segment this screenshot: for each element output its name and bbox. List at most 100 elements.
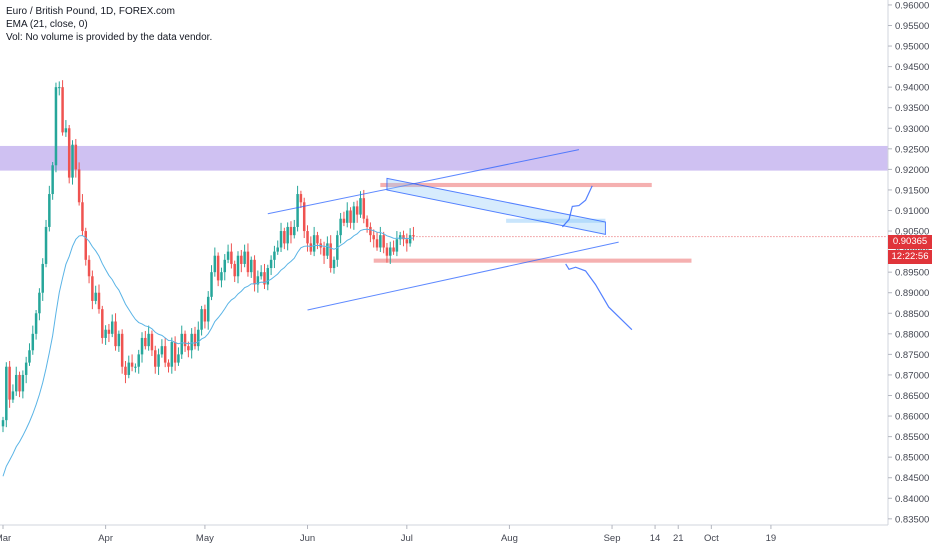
candle-body <box>11 391 15 400</box>
candle-body <box>329 243 332 269</box>
descending-channel-box <box>386 177 606 235</box>
candle-body <box>127 362 131 375</box>
candle-body <box>269 259 273 269</box>
supply-zone-purple <box>0 145 888 171</box>
candle-body <box>91 276 94 301</box>
candle-body <box>326 243 329 256</box>
symbol-title[interactable]: Euro / British Pound, 1D, FOREX.com <box>6 6 175 17</box>
time-tick-label: Oct <box>704 533 719 544</box>
candle-body <box>173 342 177 363</box>
candle-body <box>107 329 111 334</box>
price-tick-label: 0.88000 <box>895 329 929 340</box>
candle-body <box>365 218 369 227</box>
candle-body <box>81 202 84 232</box>
candle-body <box>332 259 336 269</box>
candle-body <box>359 198 362 215</box>
time-tick-label: Aug <box>501 533 518 544</box>
candle-body <box>213 255 217 273</box>
candle-body <box>5 366 8 421</box>
price-axis[interactable]: 0.96000 0.95500 0.95000 0.94500 0.94000 0.935… <box>888 0 929 525</box>
price-tick-label: 0.86500 <box>895 391 929 402</box>
price-tick-label: 0.89000 <box>895 288 929 299</box>
candle-body <box>276 247 279 252</box>
candle-body <box>67 128 71 178</box>
price-tick-label: 0.84500 <box>895 473 929 484</box>
candle-body <box>220 272 223 281</box>
candle-body <box>256 276 260 285</box>
candle-body <box>74 144 78 170</box>
candle-body <box>190 333 193 351</box>
candle-body <box>54 87 58 166</box>
candle-body <box>289 226 293 236</box>
candle-body <box>167 362 170 367</box>
ascending-channel-lower <box>307 241 619 311</box>
price-tick-label: 0.84000 <box>895 494 929 505</box>
candle-body <box>236 255 240 277</box>
candle-body <box>246 251 250 273</box>
candle-body <box>395 239 399 252</box>
candle-body <box>250 259 253 273</box>
time-tick-label: Jun <box>300 533 315 544</box>
candle-body <box>345 210 349 223</box>
candle-body <box>312 235 316 252</box>
time-axis[interactable]: Mar Apr May Jun Jul Aug Sep 14 21 Oct 19 <box>0 525 776 544</box>
candle-body <box>293 226 296 236</box>
candle-body <box>339 218 342 236</box>
candle-body <box>44 226 48 264</box>
candle-body <box>322 247 326 256</box>
candle-body <box>349 210 352 223</box>
highlight-zone-blue <box>506 218 606 223</box>
candle-body <box>51 165 54 195</box>
candle-body <box>302 202 306 232</box>
ema-layer <box>2 228 414 477</box>
candle-body <box>306 231 309 244</box>
drawings-layer <box>267 149 888 331</box>
candle-body <box>226 251 230 260</box>
candle-body <box>402 235 405 240</box>
volume-indicator-label[interactable]: Vol: No volume is provided by the data v… <box>6 32 213 43</box>
candle-body <box>296 194 299 227</box>
candle-body <box>130 362 134 367</box>
ema-line <box>2 228 414 477</box>
candle-body <box>147 333 150 347</box>
current-price-tag: 0.90365 <box>888 235 932 249</box>
candle-body <box>203 309 207 322</box>
candle-body <box>160 346 164 355</box>
candle-body <box>223 259 227 273</box>
candle-body <box>104 329 107 338</box>
candle-body <box>71 144 74 178</box>
candle-body <box>87 259 91 277</box>
candle-body <box>154 350 157 367</box>
candle-body <box>216 255 220 281</box>
candle-body <box>38 292 41 314</box>
candle-body <box>206 296 210 322</box>
candle-body <box>187 346 190 351</box>
ema-indicator-label[interactable]: EMA (21, close, 0) <box>6 19 88 30</box>
candle-body <box>183 333 187 347</box>
candle-body <box>230 251 233 264</box>
candle-body <box>342 218 346 223</box>
candle-body <box>124 366 127 375</box>
price-tick-label: 0.95500 <box>895 21 929 32</box>
candle-body <box>233 263 236 277</box>
price-tick-label: 0.92000 <box>895 165 929 176</box>
candle-body <box>77 169 81 203</box>
candle-body <box>21 374 25 392</box>
candle-body <box>283 231 286 244</box>
candle-body <box>382 235 385 248</box>
time-tick-label: Apr <box>98 533 113 544</box>
candle-body <box>379 235 382 248</box>
candle-body <box>412 235 415 237</box>
candle-body <box>31 333 35 351</box>
candle-body <box>279 231 283 248</box>
price-tick-label: 0.83500 <box>895 514 929 525</box>
candle-body <box>101 309 104 338</box>
price-tick-label: 0.88500 <box>895 309 929 320</box>
candle-body <box>286 226 289 244</box>
candle-body <box>197 329 200 347</box>
price-tick-label: 0.91500 <box>895 185 929 196</box>
price-tick-label: 0.94500 <box>895 62 929 73</box>
candle-body <box>408 235 412 244</box>
candle-body <box>355 206 359 215</box>
